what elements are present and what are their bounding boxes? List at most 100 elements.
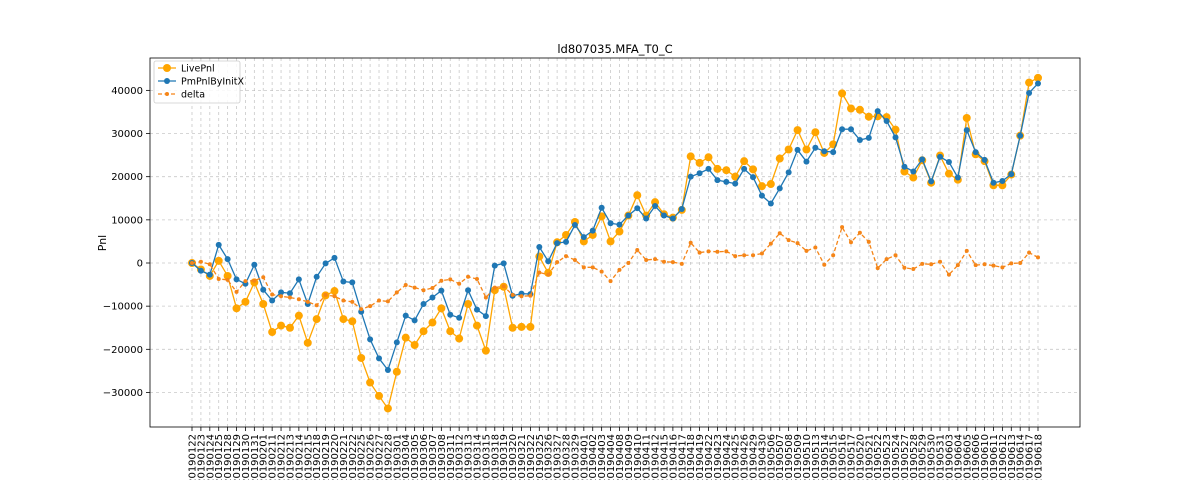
x-tick-label: 20190122 (188, 434, 199, 480)
data-point-delta (733, 254, 738, 259)
x-tick-label: 20190219 (321, 434, 332, 480)
data-point-pmpnlbyinitx (563, 238, 570, 245)
x-tick-label: 20190516 (838, 434, 849, 480)
data-point-delta (644, 257, 649, 262)
data-point-pmpnlbyinitx (313, 273, 320, 280)
y-axis: −30000 −20000 −10000 0 10000 20000 30000 40000 (103, 86, 150, 399)
data-point-livepnl (455, 334, 464, 343)
data-point-pmpnlbyinitx (393, 339, 400, 346)
data-point-pmpnlbyinitx (402, 312, 409, 319)
data-point-delta (929, 262, 934, 267)
data-point-delta (501, 284, 506, 289)
x-tick-label: 20190523 (882, 434, 893, 480)
data-point-delta (225, 277, 230, 282)
data-point-pmpnlbyinitx (732, 180, 739, 187)
series-line-delta (191, 225, 1039, 310)
data-point-livepnl (508, 323, 517, 332)
data-point-delta (564, 254, 569, 259)
x-tick-label: 20190530 (927, 434, 938, 480)
data-point-delta (955, 263, 960, 268)
data-point-livepnl (232, 304, 241, 313)
data-point-delta (537, 270, 542, 275)
data-point-pmpnlbyinitx (429, 294, 436, 301)
data-point-pmpnlbyinitx (972, 149, 979, 156)
data-point-pmpnlbyinitx (901, 163, 908, 170)
data-point-delta (216, 276, 221, 281)
data-point-pmpnlbyinitx (554, 240, 561, 247)
x-tick-label: 20190201 (259, 434, 270, 480)
x-tick-label: 20190308 (437, 434, 448, 480)
data-point-pmpnlbyinitx (1008, 171, 1015, 178)
data-point-livepnl (285, 323, 294, 332)
x-tick-label: 20190513 (811, 434, 822, 480)
data-point-delta (457, 281, 462, 286)
data-point-delta (1027, 250, 1032, 255)
data-point-pmpnlbyinitx (830, 149, 837, 156)
x-tick-label: 20190422 (704, 434, 715, 480)
data-point-pmpnlbyinitx (473, 306, 480, 313)
x-tick-label: 20190604 (953, 434, 964, 480)
x-tick-label: 20190418 (686, 434, 697, 480)
data-point-delta (831, 253, 836, 258)
data-point-pmpnlbyinitx (286, 290, 293, 297)
x-tick-label: 20190326 (544, 434, 555, 480)
data-point-pmpnlbyinitx (269, 297, 276, 304)
y-tick-label: −20000 (103, 345, 143, 356)
data-point-delta (341, 298, 346, 303)
data-point-pmpnlbyinitx (981, 156, 988, 163)
data-point-pmpnlbyinitx (197, 267, 204, 274)
x-tick-label: 20190304 (401, 434, 412, 480)
data-point-pmpnlbyinitx (438, 287, 445, 294)
data-point-pmpnlbyinitx (589, 227, 596, 234)
data-point-delta (751, 253, 756, 258)
data-point-pmpnlbyinitx (251, 261, 258, 268)
data-point-livepnl (909, 173, 918, 182)
data-point-livepnl (383, 404, 392, 413)
x-tick-label: 20190410 (633, 434, 644, 480)
x-tick-label: 20190128 (223, 434, 234, 480)
x-tick-label: 20190506 (766, 434, 777, 480)
data-point-pmpnlbyinitx (1035, 80, 1041, 87)
data-point-pmpnlbyinitx (322, 260, 329, 267)
data-point-pmpnlbyinitx (411, 317, 418, 324)
legend-marker (165, 92, 169, 96)
x-tick-label: 20190425 (731, 434, 742, 480)
x-tick-label: 20190423 (713, 434, 724, 480)
x-tick-label: 20190429 (749, 434, 760, 480)
data-point-pmpnlbyinitx (758, 192, 765, 199)
data-point-pmpnlbyinitx (482, 313, 489, 320)
y-tick-label: 30000 (111, 129, 143, 140)
data-point-pmpnlbyinitx (741, 165, 748, 172)
x-tick-label: 20190301 (392, 434, 403, 480)
y-tick-label: 20000 (111, 172, 143, 183)
data-point-pmpnlbyinitx (714, 177, 721, 184)
data-point-pmpnlbyinitx (607, 220, 614, 227)
data-point-delta (768, 241, 773, 246)
x-tick-label: 20190327 (553, 434, 564, 480)
x-tick-label: 20190325 (535, 434, 546, 480)
x-tick-label: 20190221 (339, 434, 350, 480)
data-point-pmpnlbyinitx (536, 244, 543, 251)
x-tick-label: 20190321 (517, 434, 528, 480)
data-point-delta (786, 238, 791, 243)
data-point-delta (350, 299, 355, 304)
data-point-delta (243, 279, 248, 284)
x-tick-label: 20190610 (980, 434, 991, 480)
x-tick-label: 20190417 (677, 434, 688, 480)
data-point-livepnl (357, 353, 366, 362)
x-tick-label: 20190409 (624, 434, 635, 480)
x-tick-label: 20190617 (1025, 434, 1036, 480)
data-point-livepnl (1025, 78, 1034, 87)
data-point-delta (706, 249, 711, 254)
data-point-delta (581, 265, 586, 270)
x-tick-label: 20190131 (250, 434, 261, 480)
data-point-pmpnlbyinitx (233, 276, 240, 283)
data-point-livepnl (490, 286, 499, 295)
data-point-delta (661, 259, 666, 264)
data-point-pmpnlbyinitx (856, 137, 863, 143)
data-point-pmpnlbyinitx (990, 179, 997, 186)
data-point-livepnl (891, 125, 900, 134)
x-tick-label: 20190529 (918, 434, 929, 480)
legend-box (153, 60, 241, 104)
